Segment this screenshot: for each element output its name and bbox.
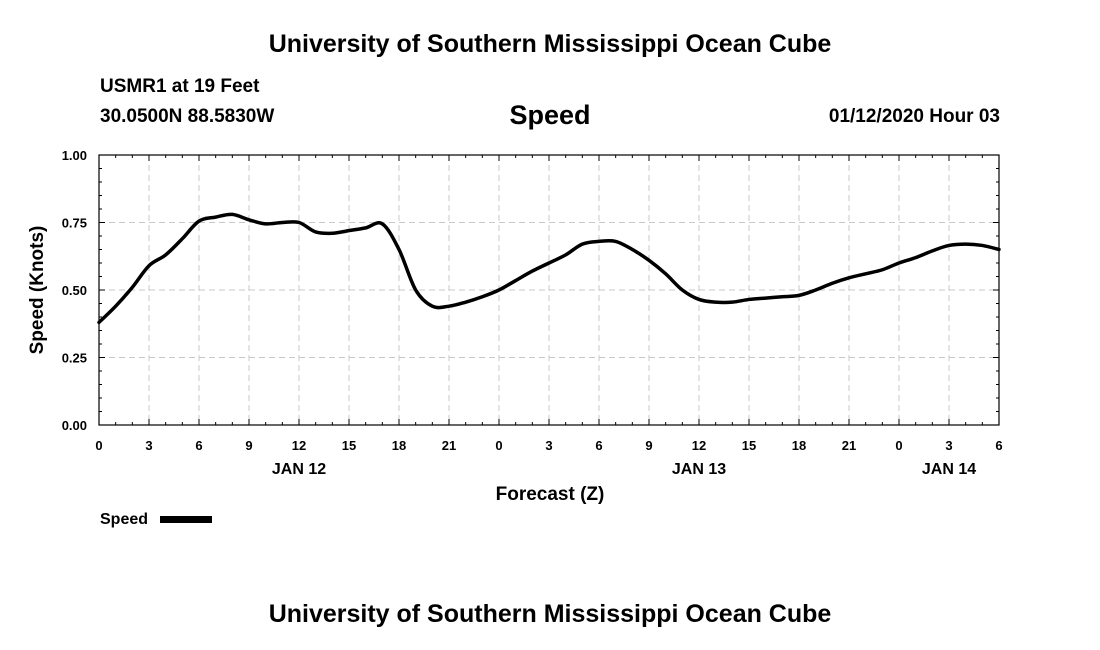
y-tick-label: 0.25	[62, 351, 87, 366]
axes	[98, 154, 1000, 426]
x-tick-label: 6	[195, 438, 202, 453]
legend-swatch	[160, 516, 212, 523]
footer-title: University of Southern Mississippi Ocean…	[268, 600, 832, 628]
tick-labels: 0 3 6 9 12 15 18 21 0 3 6 9 12 15 18 21 0 3 6 0.00 0.25 0.50 0…	[62, 148, 1003, 478]
x-tick-label: 15	[742, 438, 756, 453]
speed-series-line	[97, 212, 1001, 325]
x-tick-label: 9	[245, 438, 252, 453]
x-tick-label: 21	[842, 438, 856, 453]
x-tick-label: 18	[792, 438, 806, 453]
plot-frame	[98, 154, 1000, 426]
y-axis-label: Speed (Knots)	[27, 226, 48, 355]
station-label: USMR1 at 19 Feet	[100, 76, 260, 97]
x-tick-label: 6	[595, 438, 602, 453]
series-layer	[97, 212, 1001, 325]
legend-label: Speed	[100, 511, 148, 528]
x-tick-label: 0	[95, 438, 102, 453]
forecast-datetime: 01/12/2020 Hour 03	[828, 106, 1000, 127]
x-tick-label: 3	[145, 438, 152, 453]
coordinates-label: 30.0500N 88.5830W	[100, 106, 275, 127]
x-tick-label: 15	[342, 438, 356, 453]
x-tick-label: 9	[645, 438, 652, 453]
chart-title: Speed	[509, 100, 591, 130]
date-label: JAN 13	[672, 461, 726, 478]
date-label: JAN 14	[922, 461, 976, 478]
x-tick-label: 0	[495, 438, 502, 453]
x-axis-label: Forecast (Z)	[496, 484, 605, 505]
page-title: University of Southern Mississippi Ocean…	[268, 30, 832, 58]
x-tick-label: 12	[292, 438, 306, 453]
date-label: JAN 12	[272, 461, 326, 478]
x-tick-label: 3	[945, 438, 952, 453]
y-tick-label: 1.00	[62, 148, 87, 163]
x-tick-label: 6	[995, 438, 1002, 453]
x-tick-label: 0	[895, 438, 902, 453]
y-tick-label: 0.75	[62, 216, 87, 231]
y-tick-label: 0.50	[62, 283, 87, 298]
x-tick-label: 12	[692, 438, 706, 453]
x-tick-label: 21	[442, 438, 456, 453]
legend: Speed	[100, 511, 212, 528]
x-tick-label: 3	[545, 438, 552, 453]
grid-lines	[99, 155, 999, 425]
y-tick-label: 0.00	[62, 418, 87, 433]
x-tick-label: 18	[392, 438, 406, 453]
